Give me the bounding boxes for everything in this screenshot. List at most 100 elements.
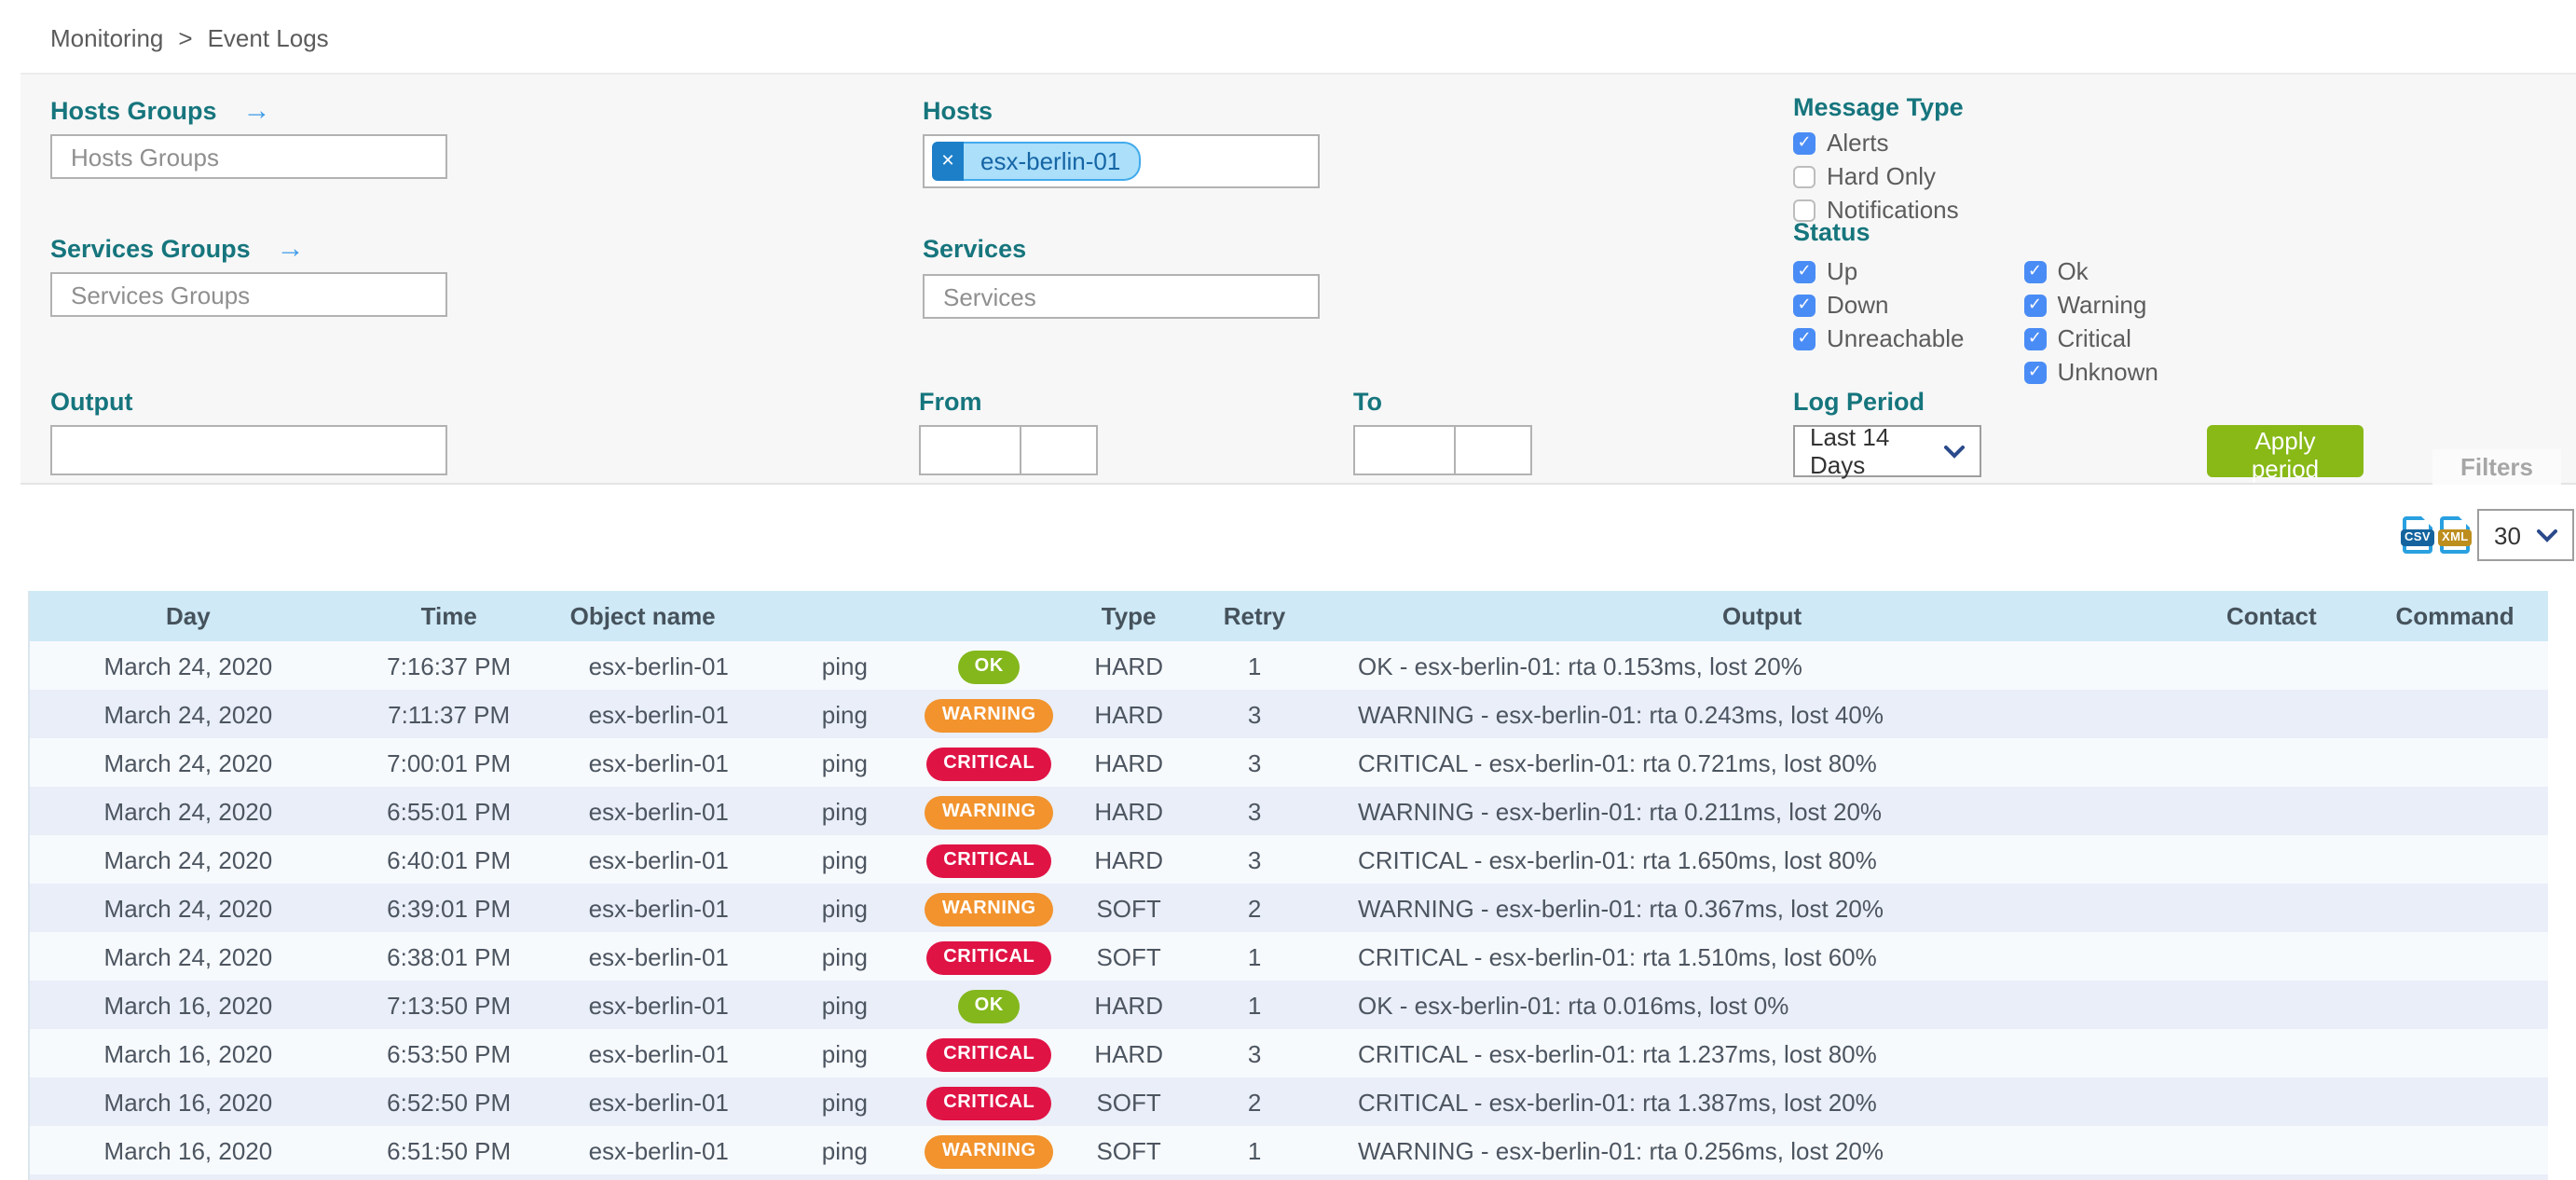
cell-retry: 2 <box>1247 894 1262 922</box>
cell-service: ping <box>821 797 868 825</box>
status-up: ✓ Up <box>1793 257 1964 285</box>
cell-day: March 16, 2020 <box>103 991 273 1019</box>
selected-host-value: esx-berlin-01 <box>964 142 1142 181</box>
log-period-select[interactable]: Last 14 Days <box>1793 423 1981 479</box>
status-badge: CRITICAL <box>926 940 1052 974</box>
checkbox-checked[interactable]: ✓ <box>1793 294 1816 316</box>
cell-retry: 1 <box>1247 942 1262 970</box>
status-badge: WARNING <box>925 1134 1053 1168</box>
cell-output: WARNING - esx-berlin-01: rta 0.211ms, lo… <box>1357 797 1883 825</box>
table-row: March 24, 2020 7:11:37 PM esx-berlin-01 pin… <box>30 690 2548 738</box>
hosts-groups-input[interactable] <box>50 134 447 179</box>
checkbox-label: Hard Only <box>1827 162 1937 190</box>
export-csv-icon[interactable]: CSV <box>2401 516 2434 554</box>
breadcrumb-monitoring[interactable]: Monitoring <box>50 24 164 52</box>
breadcrumb: Monitoring > Event Logs <box>50 24 329 52</box>
table-row-partial <box>30 1174 2548 1180</box>
cell-service: ping <box>821 1136 868 1164</box>
checkbox-checked[interactable]: ✓ <box>2023 294 2047 316</box>
cell-service: ping <box>821 652 868 679</box>
checkbox-checked[interactable]: ✓ <box>1793 131 1816 154</box>
status-unreachable: ✓ Unreachable <box>1793 324 1964 352</box>
checkbox-checked[interactable]: ✓ <box>2023 327 2047 350</box>
cell-object: esx-berlin-01 <box>588 1039 729 1067</box>
message-type-notifications: Notifications <box>1793 196 1964 224</box>
message-type-group: Message Type ✓ Alerts Hard Only Notificatio… <box>1793 93 1964 229</box>
checkbox-label: Warning <box>2057 291 2147 319</box>
checkbox-checked[interactable]: ✓ <box>1793 327 1816 350</box>
table-row: March 16, 2020 6:53:50 PM esx-berlin-01 pin… <box>30 1029 2548 1077</box>
cell-time: 7:13:50 PM <box>387 991 512 1019</box>
col-header-contact: Contact <box>2226 602 2317 630</box>
cell-status: CRITICAL <box>886 1036 1091 1071</box>
from-time-input[interactable] <box>1021 425 1098 475</box>
cell-retry: 1 <box>1247 652 1262 679</box>
page-size-select[interactable]: 30 <box>2477 509 2574 561</box>
checkbox-label: Ok <box>2057 257 2089 285</box>
cell-object: esx-berlin-01 <box>588 1088 729 1116</box>
cell-service: ping <box>821 700 868 728</box>
to-time-input[interactable] <box>1456 425 1532 475</box>
services-groups-input[interactable] <box>50 272 447 317</box>
cell-output: WARNING - esx-berlin-01: rta 0.256ms, lo… <box>1357 1136 1884 1164</box>
from-group: From <box>919 388 1098 475</box>
checkbox-checked[interactable]: ✓ <box>2023 361 2047 383</box>
cell-status: WARNING <box>886 890 1091 926</box>
to-group: To <box>1353 388 1532 475</box>
col-header-time: Time <box>420 602 477 630</box>
table-row: March 24, 2020 7:00:01 PM esx-berlin-01 pin… <box>30 738 2548 787</box>
table-row: March 16, 2020 6:52:50 PM esx-berlin-01 pin… <box>30 1077 2548 1126</box>
cell-object: esx-berlin-01 <box>588 845 729 873</box>
cell-service: ping <box>821 748 868 776</box>
checkbox-label: Alerts <box>1827 129 1889 157</box>
cell-type: SOFT <box>1096 1088 1161 1116</box>
checkbox-checked[interactable]: ✓ <box>2023 260 2047 282</box>
checkbox-checked[interactable]: ✓ <box>1793 260 1816 282</box>
status-badge: WARNING <box>925 795 1053 829</box>
cell-status: OK <box>886 648 1091 683</box>
table-row: March 24, 2020 6:40:01 PM esx-berlin-01 pin… <box>30 835 2548 884</box>
export-xml-icon[interactable]: XML <box>2438 516 2473 554</box>
cell-day: March 24, 2020 <box>103 748 273 776</box>
from-label: From <box>919 388 982 416</box>
cell-status: OK <box>886 987 1091 1022</box>
checkbox-unchecked[interactable] <box>1793 165 1816 187</box>
services-label: Services <box>923 235 1027 263</box>
cell-service: ping <box>821 991 868 1019</box>
remove-host-icon[interactable]: ✕ <box>932 142 964 181</box>
from-date-input[interactable] <box>919 425 1021 475</box>
cell-retry: 3 <box>1247 700 1262 728</box>
status-critical: ✓ Critical <box>2023 324 2158 352</box>
cell-retry: 3 <box>1247 797 1262 825</box>
cell-type: SOFT <box>1096 942 1161 970</box>
checkbox-label: Critical <box>2057 324 2131 352</box>
cell-retry: 1 <box>1247 991 1262 1019</box>
output-input[interactable] <box>50 425 447 475</box>
arrow-right-icon[interactable]: → <box>242 95 271 127</box>
status-badge: CRITICAL <box>926 844 1052 877</box>
table-toolbar: CSV XML 30 <box>2401 509 2574 561</box>
checkbox-unchecked[interactable] <box>1793 199 1816 221</box>
cell-status: WARNING <box>886 793 1091 829</box>
filters-tab[interactable]: Filters <box>2432 449 2561 485</box>
services-input[interactable] <box>923 274 1320 319</box>
col-header-day: Day <box>166 602 211 630</box>
log-period-group: Log Period Last 14 Days <box>1793 388 1981 479</box>
checkbox-label: Unreachable <box>1827 324 1965 352</box>
apply-period-button[interactable]: Apply period <box>2207 425 2364 483</box>
status-group: Status ✓ Up ✓ Down ✓ Unreachable ✓ Ok ✓ Warning ✓… <box>1793 218 2158 391</box>
status-warning: ✓ Warning <box>2023 291 2158 319</box>
xml-label: XML <box>2438 529 2473 546</box>
hosts-label: Hosts <box>923 97 993 125</box>
cell-type: HARD <box>1094 748 1163 776</box>
cell-object: esx-berlin-01 <box>588 797 729 825</box>
log-period-value: Last 14 Days <box>1810 423 1890 479</box>
to-date-input[interactable] <box>1353 425 1456 475</box>
message-type-hard-only: Hard Only <box>1793 162 1964 190</box>
arrow-right-icon[interactable]: → <box>276 233 305 265</box>
cell-retry: 3 <box>1247 748 1262 776</box>
hosts-input[interactable]: ✕ esx-berlin-01 <box>923 134 1320 188</box>
cell-output: CRITICAL - esx-berlin-01: rta 1.650ms, l… <box>1357 845 1877 873</box>
col-header-type: Type <box>1101 602 1157 630</box>
cell-type: HARD <box>1094 1039 1163 1067</box>
